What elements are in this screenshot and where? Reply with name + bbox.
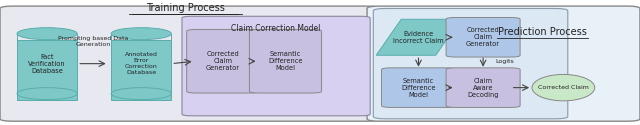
FancyBboxPatch shape: [373, 8, 568, 119]
Text: Logits: Logits: [495, 59, 515, 64]
Ellipse shape: [17, 88, 77, 100]
FancyBboxPatch shape: [187, 30, 259, 93]
FancyBboxPatch shape: [250, 30, 321, 93]
Text: Training Process: Training Process: [146, 3, 225, 13]
Text: Corrected
Claim
Generator: Corrected Claim Generator: [466, 27, 500, 47]
Text: Claim Correction Model: Claim Correction Model: [232, 24, 321, 33]
Bar: [111, 40, 172, 100]
Text: Claim
Aware
Decoding: Claim Aware Decoding: [467, 78, 499, 98]
Bar: [17, 40, 77, 100]
Text: Semantic
Difference
Model: Semantic Difference Model: [268, 51, 303, 71]
Ellipse shape: [111, 28, 172, 40]
Ellipse shape: [111, 88, 172, 100]
FancyBboxPatch shape: [367, 6, 640, 121]
Text: Evidence
Incorrect Claim: Evidence Incorrect Claim: [393, 31, 444, 44]
FancyBboxPatch shape: [446, 68, 520, 107]
Text: Corrected Claim: Corrected Claim: [538, 85, 589, 90]
Text: Semantic
Difference
Model: Semantic Difference Model: [401, 78, 436, 98]
Text: Annotated
Error
Correction
Database: Annotated Error Correction Database: [125, 52, 157, 75]
FancyBboxPatch shape: [0, 6, 380, 121]
Text: Prompting based Data
Generation: Prompting based Data Generation: [58, 36, 128, 47]
Ellipse shape: [17, 28, 77, 40]
Polygon shape: [376, 19, 461, 55]
Text: Prediction Process: Prediction Process: [499, 27, 587, 37]
FancyBboxPatch shape: [381, 68, 456, 107]
Text: Fact
Verification
Database: Fact Verification Database: [28, 54, 66, 74]
FancyBboxPatch shape: [182, 16, 370, 116]
Text: Corrected
Claim
Generator: Corrected Claim Generator: [206, 51, 240, 71]
FancyBboxPatch shape: [446, 18, 520, 57]
Ellipse shape: [532, 74, 595, 101]
